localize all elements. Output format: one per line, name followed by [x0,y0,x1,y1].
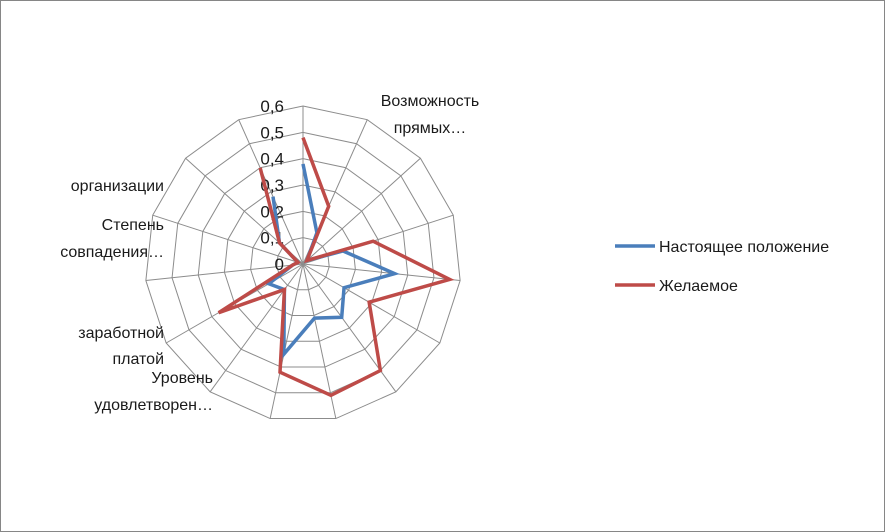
grid-spoke [302,157,421,265]
legend-label-desired: Желаемое [659,278,738,295]
grid-spoke [302,263,461,282]
legend-item-desired: Желаемое [615,278,738,295]
category-label: заработной платой [78,325,164,368]
grid-spoke [302,263,337,419]
category-label: Возможность прямых… [381,93,480,137]
grid-spoke [302,263,441,344]
grid-ring [250,210,356,317]
legend-item-current: Настоящее положение [615,239,829,256]
series-lines [217,136,455,398]
legend-label-current: Настоящее положение [659,239,829,256]
grid-ring [223,184,383,342]
grid-spoke [209,263,304,393]
grid-ring [197,158,409,368]
grid-ring [171,131,435,394]
grid-ring [145,105,461,420]
grid-spoke [269,263,304,419]
grid-spoke [238,119,304,265]
tick-label: 0,4 [260,150,284,169]
category-label: организации [71,178,164,195]
grid-ring [276,237,330,291]
legend: Настоящее положение Желаемое [615,239,829,295]
grid-spoke [152,214,304,265]
category-label: Уровень удовлетворен… [94,370,213,414]
grid-spoke [145,263,304,282]
category-labels: Возможность прямых… Уровень удовлетворен…за… [60,93,479,414]
tick-label: 0 [275,255,284,274]
category-label: Степень совпадения… [60,217,164,261]
tick-label: 0,5 [260,123,284,142]
tick-label: 0,6 [260,97,284,116]
series-line-desired [217,136,455,398]
